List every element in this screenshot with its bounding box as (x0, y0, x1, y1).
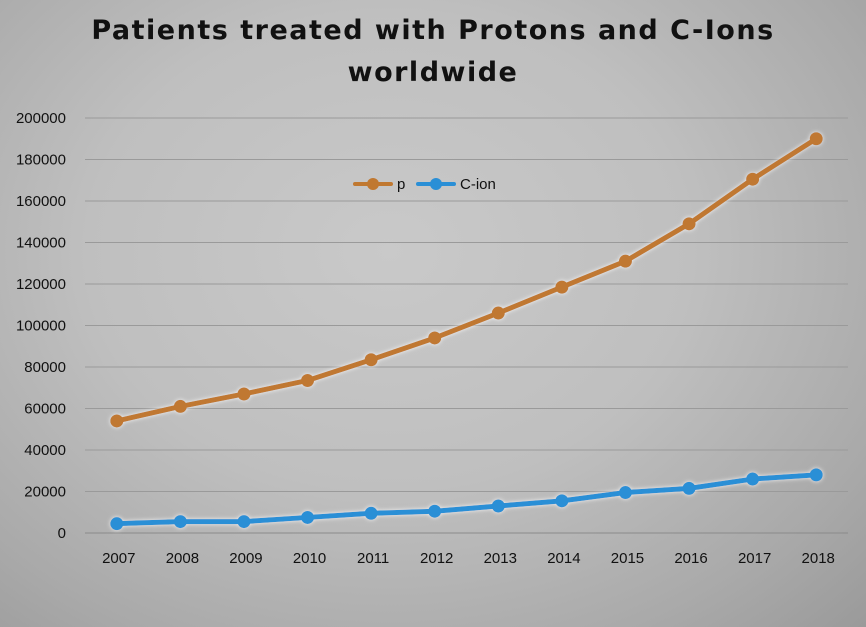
x-tick-label: 2007 (102, 550, 135, 567)
data-point (555, 494, 569, 508)
series-c-ion (110, 468, 823, 531)
y-tick-label: 100000 (16, 318, 66, 335)
x-tick-label: 2008 (166, 550, 199, 567)
legend-item: p (353, 176, 405, 193)
x-tick-label: 2013 (484, 550, 517, 567)
chart-title: Patients treated with Protons and C-Ions… (91, 15, 775, 88)
data-point (110, 517, 124, 531)
data-point (110, 414, 124, 428)
data-point (555, 280, 569, 294)
x-tick-label: 2011 (357, 550, 389, 567)
data-point (237, 515, 251, 529)
axes: 0 20000 40000 60000 80000 100000 120000 140000 1… (16, 110, 848, 567)
data-point (682, 217, 696, 231)
data-point (491, 499, 505, 513)
legend: p C-ion (353, 176, 496, 193)
data-point (618, 486, 632, 500)
x-tick-label: 2018 (802, 550, 835, 567)
y-tick-label: 160000 (16, 193, 66, 210)
data-point (746, 472, 760, 486)
x-tick-label: 2010 (293, 550, 326, 567)
data-point (364, 506, 378, 520)
data-point (301, 373, 315, 387)
x-tick-label: 2017 (738, 550, 771, 567)
y-tick-label: 40000 (24, 442, 66, 459)
data-point (682, 481, 696, 495)
legend-swatch-marker (430, 178, 442, 190)
y-tick-label: 140000 (16, 235, 66, 252)
y-tick-label: 0 (58, 525, 66, 542)
data-point (301, 510, 315, 524)
data-point (428, 331, 442, 345)
data-point (809, 132, 823, 146)
legend-swatch-marker (367, 178, 379, 190)
legend-item: C-ion (416, 176, 496, 193)
data-point (618, 254, 632, 268)
x-tick-label: 2009 (229, 550, 262, 567)
series-line (114, 472, 819, 527)
x-tick-label: 2014 (547, 550, 580, 567)
data-point (746, 172, 760, 186)
data-point (237, 387, 251, 401)
legend-label: p (397, 176, 405, 193)
data-point (428, 504, 442, 518)
series-line (114, 136, 819, 424)
y-tick-label: 180000 (16, 152, 66, 169)
legend-label: C-ion (460, 176, 496, 193)
y-tick-label: 200000 (16, 110, 66, 127)
data-point (364, 353, 378, 367)
data-point (173, 399, 187, 413)
data-point (809, 468, 823, 482)
x-tick-label: 2012 (420, 550, 453, 567)
y-tick-label: 120000 (16, 276, 66, 293)
y-tick-label: 20000 (24, 484, 66, 501)
series-p (110, 132, 823, 428)
gridlines (85, 117, 848, 492)
y-tick-label: 80000 (24, 359, 66, 376)
data-point (491, 306, 505, 320)
x-tick-label: 2016 (674, 550, 707, 567)
x-tick-label: 2015 (611, 550, 644, 567)
y-tick-label: 60000 (24, 401, 66, 418)
series-lines (110, 132, 823, 531)
data-point (173, 515, 187, 529)
